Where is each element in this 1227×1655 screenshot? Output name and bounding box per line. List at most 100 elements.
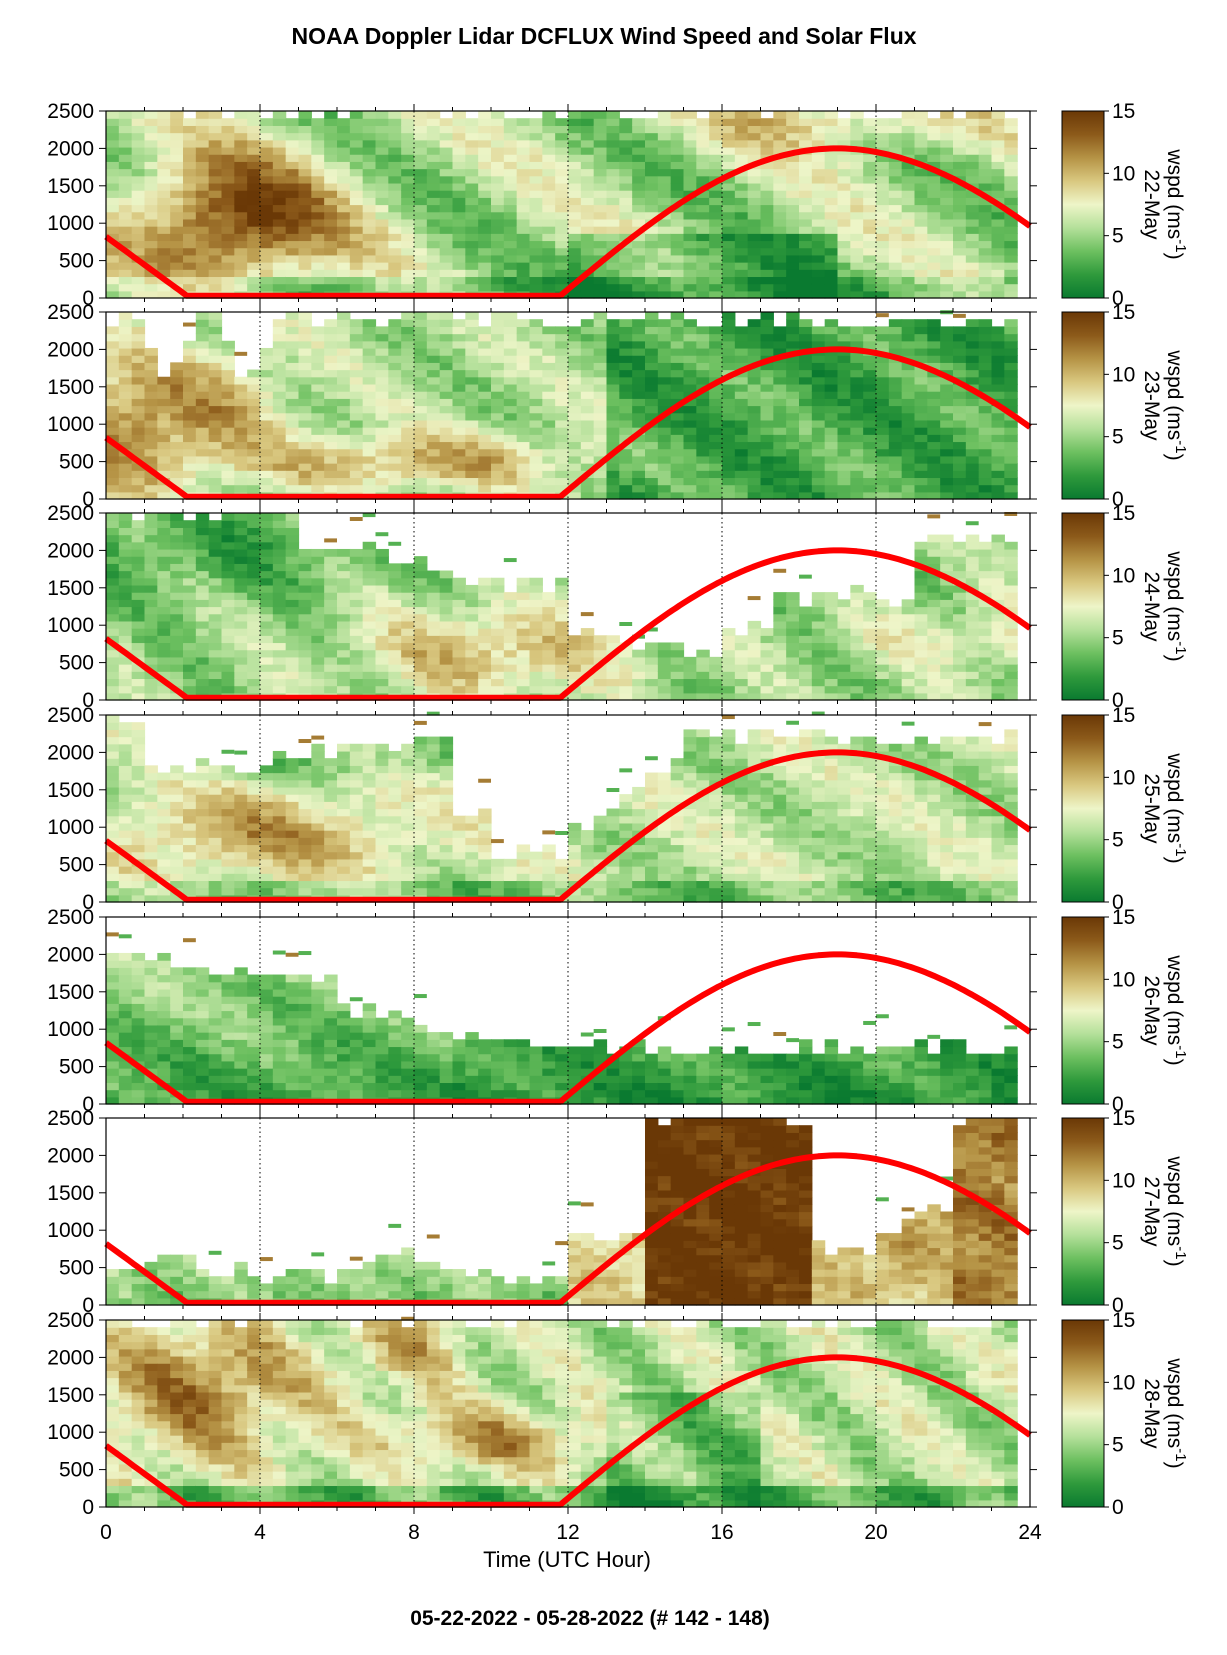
heatmap-cell — [144, 649, 158, 658]
heatmap-cell — [337, 556, 351, 564]
heatmap-cell — [106, 434, 120, 443]
heatmap-cell — [773, 491, 787, 500]
heatmap-cell — [118, 362, 133, 371]
heatmap-cell — [465, 168, 479, 177]
heatmap-cell — [555, 262, 569, 270]
heatmap-cell — [272, 463, 287, 471]
heatmap-cell — [991, 649, 1005, 658]
heatmap-cell — [272, 412, 287, 421]
heatmap-cell — [247, 441, 261, 450]
heatmap-cell — [298, 592, 312, 600]
heatmap-cell — [657, 269, 672, 278]
heatmap-cell — [452, 326, 466, 335]
heatmap-cell — [863, 269, 877, 278]
heatmap-cell — [157, 642, 171, 651]
heatmap-cell — [991, 606, 1005, 615]
heatmap-cell — [940, 326, 954, 335]
heatmap-cell — [1004, 333, 1018, 342]
heatmap-cell — [375, 398, 389, 407]
heatmap-cell — [298, 441, 312, 450]
heatmap-cell — [799, 362, 813, 371]
heatmap-cell — [388, 355, 402, 363]
heatmap-cell — [285, 118, 300, 126]
heatmap-cell — [170, 226, 184, 234]
heatmap-cell — [349, 556, 364, 564]
heatmap-cell — [144, 692, 158, 701]
heatmap-cell — [529, 204, 543, 213]
heatmap-cell — [234, 592, 248, 600]
heatmap-cell — [876, 376, 890, 385]
heatmap-cell — [234, 161, 248, 170]
heatmap-cell — [247, 656, 261, 665]
heatmap-cell — [234, 599, 248, 608]
heatmap-cell — [478, 412, 492, 421]
heatmap-cell — [696, 484, 710, 493]
heatmap-cell — [773, 276, 787, 285]
heatmap-cell — [619, 622, 633, 626]
heatmap-cell — [131, 333, 146, 342]
heatmap-cell — [170, 125, 184, 134]
heatmap-cell — [965, 570, 980, 579]
heatmap-cell — [183, 419, 197, 428]
heatmap-cell — [657, 642, 672, 651]
heatmap-cell — [221, 211, 235, 220]
heatmap-cell — [888, 204, 903, 213]
heatmap-cell — [696, 154, 710, 162]
heatmap-cell — [619, 132, 633, 141]
heatmap-cell — [144, 111, 158, 119]
heatmap-cell — [208, 477, 223, 486]
heatmap-cell — [247, 211, 261, 220]
heatmap-cell — [991, 146, 1005, 155]
heatmap-cell — [260, 355, 274, 363]
heatmap-cell — [426, 412, 441, 421]
heatmap-cell — [978, 111, 993, 119]
heatmap-cell — [183, 391, 197, 399]
heatmap-cell — [1004, 269, 1018, 278]
heatmap-cell — [349, 197, 364, 206]
heatmap-cell — [208, 391, 223, 399]
heatmap-cell — [131, 491, 146, 500]
heatmap-cell — [786, 312, 800, 320]
heatmap-cell — [888, 383, 903, 392]
heatmap-cell — [747, 211, 762, 220]
heatmap-cell — [388, 434, 402, 443]
heatmap-cell — [118, 254, 133, 263]
heatmap-cell — [195, 548, 210, 557]
heatmap-cell — [401, 398, 415, 407]
heatmap-cell — [965, 635, 980, 644]
heatmap-cell — [221, 118, 235, 126]
heatmap-cell — [965, 656, 980, 665]
heatmap-cell — [953, 412, 967, 421]
heatmap-cell — [555, 247, 569, 256]
heatmap-cell — [619, 226, 633, 234]
heatmap-cell — [953, 269, 967, 278]
heatmap-cell — [901, 671, 916, 680]
heatmap-cell — [850, 427, 864, 435]
heatmap-cell — [696, 139, 710, 148]
heatmap-cell — [260, 125, 274, 134]
heatmap-cell — [799, 678, 813, 687]
heatmap-cell — [118, 218, 133, 227]
heatmap-cell — [349, 455, 364, 464]
heatmap-cell — [465, 477, 479, 486]
heatmap-cell — [760, 441, 774, 450]
heatmap-cell — [760, 211, 774, 220]
heatmap-cell — [901, 362, 916, 371]
heatmap-cell — [811, 161, 826, 170]
heatmap-cell — [940, 139, 954, 148]
heatmap-cell — [1004, 383, 1018, 392]
heatmap-cell — [811, 376, 826, 385]
heatmap-cell — [555, 599, 569, 608]
heatmap-cell — [670, 211, 685, 220]
heatmap-cell — [144, 175, 158, 184]
heatmap-cell — [401, 463, 415, 471]
heatmap-cell — [927, 355, 941, 363]
heatmap-cell — [401, 599, 415, 608]
heatmap-cell — [670, 247, 685, 256]
heatmap-cell — [195, 355, 210, 363]
heatmap-cell — [888, 441, 903, 450]
heatmap-cell — [234, 556, 248, 564]
heatmap-cell — [580, 463, 595, 471]
heatmap-cell — [953, 154, 967, 162]
heatmap-cell — [786, 592, 800, 600]
